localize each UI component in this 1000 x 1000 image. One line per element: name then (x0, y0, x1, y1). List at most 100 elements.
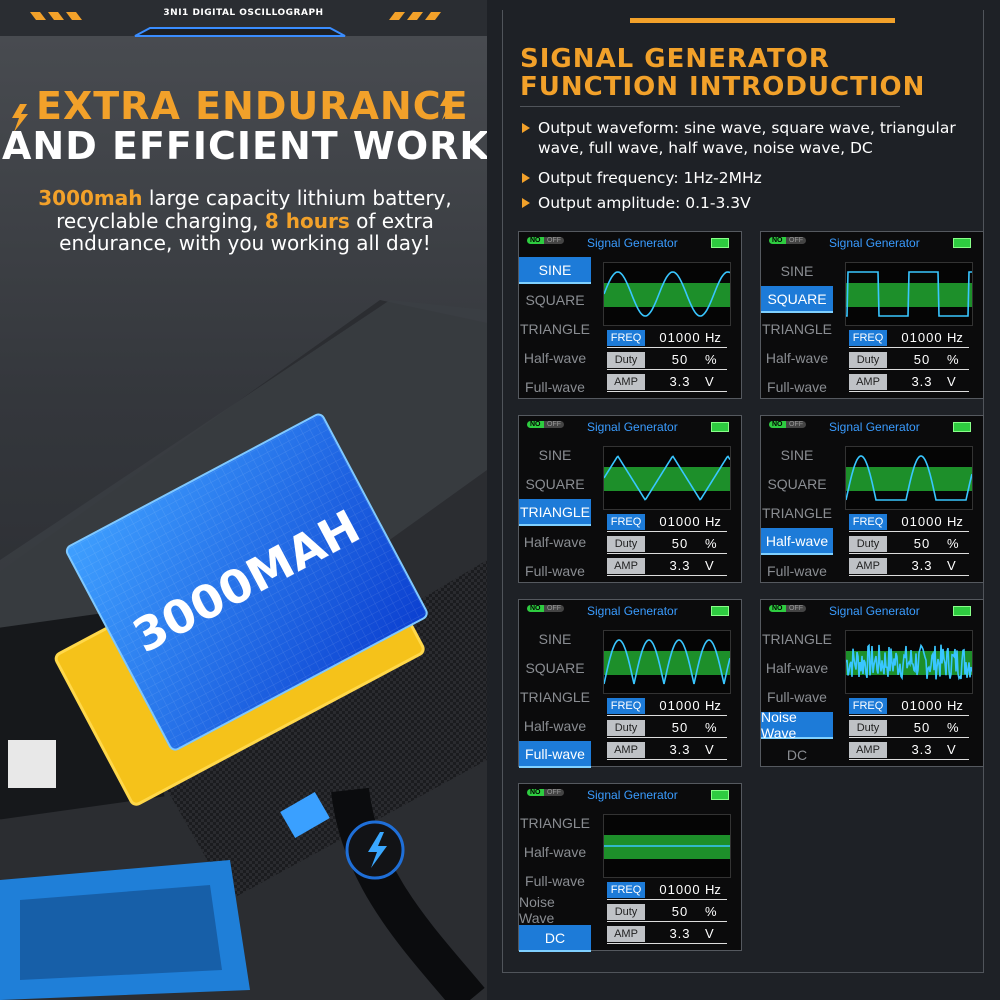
param-unit: V (947, 558, 956, 573)
param-value: 3.3 (669, 558, 691, 573)
menu-item: Full-wave (767, 688, 827, 705)
battery-grid (65, 413, 428, 751)
param-unit: % (705, 904, 717, 919)
param-value: 01000 (901, 698, 943, 713)
battery-icon (711, 606, 729, 616)
screen-panel: NO OFF Signal Generator TRIANGLE Half-wave Fu… (518, 783, 742, 952)
param-unit: V (705, 926, 714, 941)
menu-item: SINE (780, 262, 814, 279)
param-label: AMP (849, 558, 887, 574)
panel-header: Signal Generator (829, 236, 920, 250)
left-section: 3000MAH 3NI1 DIGITAL OSCILLOGRAPH EXTRA … (0, 0, 487, 1000)
menu-item: SQUARE (525, 659, 585, 676)
param-row: FREQ 01000 Hz (849, 698, 969, 716)
body-text: 3000mah large capacity lithium battery, … (20, 187, 470, 255)
screen-panel: NO OFF Signal Generator SINE SQUARE TRIANGLE H… (518, 415, 742, 583)
param-row: AMP 3.3 V (607, 374, 727, 392)
qr-code (8, 740, 56, 788)
param-value: 50 (913, 536, 931, 551)
param-unit: % (947, 536, 959, 551)
connector-bolt (368, 832, 387, 868)
menu-item: Half-wave (761, 528, 833, 555)
param-unit: % (705, 720, 717, 735)
toggle-off: OFF (544, 789, 564, 796)
param-value: 01000 (901, 330, 943, 345)
menu-item: Full-wave (525, 562, 585, 579)
param-row: Duty 50% (607, 352, 727, 370)
toggle-on: NO (769, 237, 786, 244)
menu-item: Full-wave (525, 872, 585, 889)
param-value: 01000 (659, 330, 701, 345)
battery-icon (953, 422, 971, 432)
param-unit: Hz (947, 698, 963, 713)
param-unit: V (947, 742, 956, 757)
param-row: AMP 3.3 V (607, 742, 727, 760)
menu-item: TRIANGLE (519, 688, 590, 705)
menu-item: DC (519, 925, 591, 952)
battery-icon (711, 238, 729, 248)
toggle-on: NO (527, 605, 544, 612)
param-label: Duty (607, 720, 645, 736)
param-label: AMP (607, 374, 645, 390)
menu-item: SQUARE (525, 291, 585, 308)
highlight: 8 hours (264, 208, 350, 233)
param-value: 50 (671, 904, 689, 919)
param-label: FREQ (607, 882, 645, 898)
cable (331, 787, 485, 1000)
waveform-screen (603, 446, 731, 510)
param-row: FREQ 01000 Hz (849, 330, 969, 348)
param-row: FREQ 01000 Hz (607, 330, 727, 348)
param-row: FREQ 01000 Hz (849, 514, 969, 532)
title-line: EXTRA ENDURANCE (36, 84, 469, 128)
param-row: Duty 50% (607, 904, 727, 922)
param-value: 50 (913, 352, 931, 367)
param-unit: % (705, 536, 717, 551)
waveform (604, 271, 730, 317)
menu-item: Half-wave (523, 533, 587, 550)
connector-glow (280, 792, 330, 838)
param-row: Duty 50% (849, 536, 969, 554)
menu-item: Noise Wave (761, 709, 833, 741)
toggle-off: OFF (786, 421, 806, 428)
param-label: Duty (849, 536, 887, 552)
screen-panel: NO OFF Signal Generator TRIANGLE Half-wave Fu… (760, 599, 984, 767)
param-label: Duty (849, 720, 887, 736)
param-value: 01000 (659, 882, 701, 897)
battery-icon (711, 790, 729, 800)
panel-header: Signal Generator (587, 236, 678, 250)
param-label: AMP (607, 742, 645, 758)
param-unit: Hz (947, 514, 963, 529)
param-row: Duty 50% (849, 352, 969, 370)
param-row: FREQ 01000 Hz (607, 698, 727, 716)
toggle-off: OFF (544, 605, 564, 612)
screen-panel: NO OFF Signal Generator SINE SQUARE TRIANGLE H… (518, 599, 742, 768)
bullet: Output waveform: sine wave, square wave,… (522, 118, 998, 158)
param-row: FREQ 01000 Hz (607, 514, 727, 532)
waveform (604, 455, 730, 501)
menu-item: Noise Wave (519, 893, 555, 926)
param-unit: Hz (705, 882, 721, 897)
menu-item: TRIANGLE (519, 499, 591, 526)
toggle-off: OFF (786, 605, 806, 612)
param-row: AMP 3.3 V (849, 742, 969, 760)
param-label: AMP (849, 742, 887, 758)
toggle-off: OFF (786, 237, 806, 244)
param-unit: Hz (705, 330, 721, 345)
param-unit: V (705, 742, 714, 757)
section-title: SIGNAL GENERATOR (520, 44, 830, 74)
param-value: 3.3 (669, 374, 691, 389)
toggle-off: OFF (544, 237, 564, 244)
screen-panel: NO OFF Signal Generator SINE SQUARE TRIANGLE H… (518, 231, 742, 399)
signal-band (604, 283, 730, 307)
screen-panel: NO OFF Signal Generator SINE SQUARE TRIANGLE H… (760, 231, 984, 399)
param-unit: % (947, 720, 959, 735)
waveform (604, 639, 730, 685)
divider (520, 106, 900, 107)
signal-band (604, 835, 730, 859)
param-value: 50 (913, 720, 931, 735)
param-label: FREQ (849, 514, 887, 530)
waveform-screen (845, 262, 973, 326)
header-chevrons (30, 12, 441, 20)
brand: 3NI1 DIGITAL OSCILLOGRAPH (163, 8, 324, 18)
